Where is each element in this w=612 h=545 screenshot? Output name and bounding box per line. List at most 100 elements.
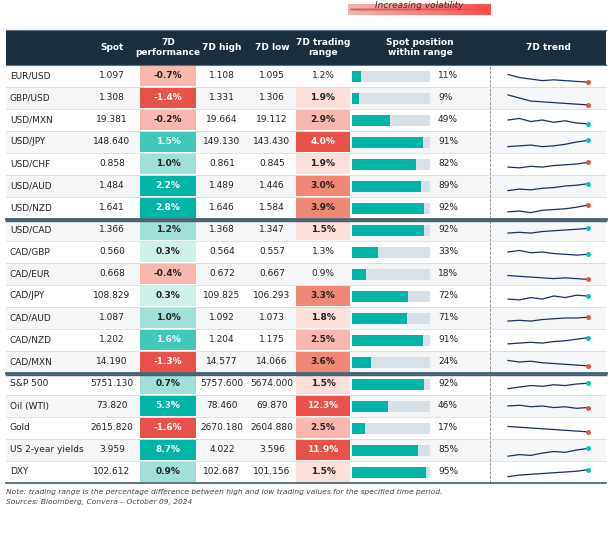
Bar bbox=[439, 4, 441, 15]
Bar bbox=[140, 462, 196, 482]
Bar bbox=[375, 4, 377, 15]
Text: 7D high: 7D high bbox=[202, 43, 242, 52]
Text: 0.9%: 0.9% bbox=[312, 269, 335, 278]
Bar bbox=[140, 132, 196, 152]
Text: 0.845: 0.845 bbox=[259, 160, 285, 168]
Bar bbox=[296, 396, 350, 416]
Text: USD/AUD: USD/AUD bbox=[10, 181, 51, 191]
Text: 7D trading
range: 7D trading range bbox=[296, 38, 350, 57]
Bar bbox=[296, 352, 350, 372]
Text: 0.557: 0.557 bbox=[259, 247, 285, 257]
Bar bbox=[352, 114, 430, 125]
Bar bbox=[352, 180, 430, 191]
Text: 149.130: 149.130 bbox=[203, 137, 241, 147]
Bar bbox=[140, 176, 196, 196]
Bar bbox=[6, 395, 606, 417]
Text: 5674.000: 5674.000 bbox=[250, 379, 294, 389]
Bar bbox=[384, 4, 386, 15]
Text: 0.858: 0.858 bbox=[99, 160, 125, 168]
Text: CAD/JPY: CAD/JPY bbox=[10, 292, 45, 300]
Text: DXY: DXY bbox=[10, 468, 28, 476]
Bar bbox=[352, 180, 422, 191]
Bar bbox=[458, 4, 460, 15]
Text: USD/MXN: USD/MXN bbox=[10, 116, 53, 124]
Bar bbox=[348, 4, 350, 15]
Bar bbox=[140, 330, 196, 350]
Text: CAD/MXN: CAD/MXN bbox=[10, 358, 53, 366]
Text: 3.959: 3.959 bbox=[99, 445, 125, 455]
Bar bbox=[296, 132, 350, 152]
Bar bbox=[465, 4, 468, 15]
Bar bbox=[296, 88, 350, 108]
Bar bbox=[352, 269, 366, 280]
Text: 2.5%: 2.5% bbox=[310, 423, 335, 433]
Text: 1.9%: 1.9% bbox=[310, 94, 335, 102]
Text: 0.3%: 0.3% bbox=[155, 247, 181, 257]
Text: 14.190: 14.190 bbox=[96, 358, 128, 366]
Text: 0.861: 0.861 bbox=[209, 160, 235, 168]
Bar bbox=[140, 396, 196, 416]
Text: CAD/GBP: CAD/GBP bbox=[10, 247, 51, 257]
Bar bbox=[449, 4, 452, 15]
Bar bbox=[140, 220, 196, 240]
Bar bbox=[368, 4, 370, 15]
Text: 7D trend: 7D trend bbox=[526, 43, 570, 52]
Bar bbox=[352, 159, 416, 169]
Text: 1.584: 1.584 bbox=[259, 203, 285, 213]
Text: 1.175: 1.175 bbox=[259, 336, 285, 344]
Bar bbox=[352, 225, 430, 235]
Text: 0.672: 0.672 bbox=[209, 269, 235, 278]
Bar bbox=[380, 4, 382, 15]
Text: 69.870: 69.870 bbox=[256, 402, 288, 410]
Bar bbox=[352, 225, 424, 235]
Bar bbox=[352, 356, 430, 367]
Bar bbox=[140, 308, 196, 328]
Text: 92%: 92% bbox=[438, 203, 458, 213]
Bar bbox=[6, 461, 606, 483]
Bar bbox=[352, 378, 424, 390]
Bar bbox=[442, 4, 444, 15]
Bar bbox=[6, 373, 606, 395]
Text: 2615.820: 2615.820 bbox=[91, 423, 133, 433]
Text: 8.7%: 8.7% bbox=[155, 445, 181, 455]
Bar bbox=[352, 312, 408, 324]
Text: 82%: 82% bbox=[438, 160, 458, 168]
Text: Gold: Gold bbox=[10, 423, 31, 433]
Bar bbox=[476, 4, 478, 15]
Bar bbox=[487, 4, 489, 15]
Text: 19.112: 19.112 bbox=[256, 116, 288, 124]
Text: 3.596: 3.596 bbox=[259, 445, 285, 455]
Bar bbox=[352, 246, 378, 257]
Text: 4.022: 4.022 bbox=[209, 445, 235, 455]
Bar bbox=[352, 114, 390, 125]
Text: 1.0%: 1.0% bbox=[155, 160, 181, 168]
Text: 1.5%: 1.5% bbox=[310, 468, 335, 476]
Bar bbox=[357, 4, 359, 15]
Bar bbox=[351, 4, 354, 15]
Bar bbox=[403, 4, 405, 15]
Text: CAD/EUR: CAD/EUR bbox=[10, 269, 51, 278]
Text: 3.9%: 3.9% bbox=[310, 203, 335, 213]
Text: 85%: 85% bbox=[438, 445, 458, 455]
Bar bbox=[405, 4, 407, 15]
Text: 1.331: 1.331 bbox=[209, 94, 235, 102]
Bar bbox=[386, 4, 387, 15]
Text: -1.4%: -1.4% bbox=[154, 94, 182, 102]
Bar bbox=[410, 4, 412, 15]
Text: 1.5%: 1.5% bbox=[310, 379, 335, 389]
Bar bbox=[352, 356, 371, 367]
Text: 78.460: 78.460 bbox=[206, 402, 237, 410]
Text: S&P 500: S&P 500 bbox=[10, 379, 48, 389]
Text: 1.202: 1.202 bbox=[99, 336, 125, 344]
Text: 109.825: 109.825 bbox=[203, 292, 241, 300]
Bar bbox=[6, 329, 606, 351]
Bar bbox=[6, 307, 606, 329]
Text: Spot: Spot bbox=[100, 43, 124, 52]
Text: 73.820: 73.820 bbox=[96, 402, 128, 410]
Text: 102.687: 102.687 bbox=[203, 468, 241, 476]
Bar bbox=[378, 4, 381, 15]
Bar bbox=[366, 4, 368, 15]
Bar bbox=[455, 4, 457, 15]
Bar bbox=[352, 312, 430, 324]
Bar bbox=[376, 4, 379, 15]
